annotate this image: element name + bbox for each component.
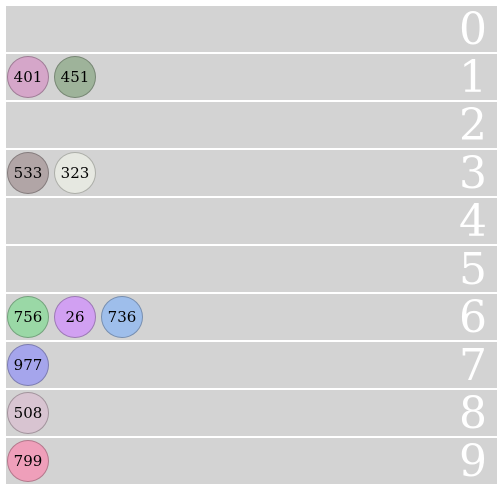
ball-container: 508 xyxy=(7,392,49,434)
bucket-row-5: 5 xyxy=(6,244,497,295)
bucket-label: 6 xyxy=(459,292,487,343)
bucket-label: 9 xyxy=(459,436,487,487)
number-ball[interactable]: 451 xyxy=(54,56,96,98)
bucket-label: 5 xyxy=(459,244,487,295)
bucket-row-0: 0 xyxy=(6,4,497,55)
bucket-row-1: 401 451 1 xyxy=(6,52,497,103)
bucket-label: 0 xyxy=(459,4,487,55)
ball-container: 977 xyxy=(7,344,49,386)
number-ball[interactable]: 26 xyxy=(54,296,96,338)
bucket-label: 7 xyxy=(459,340,487,391)
number-ball[interactable]: 401 xyxy=(7,56,49,98)
bucket-row-8: 508 8 xyxy=(6,388,497,439)
ball-container: 799 xyxy=(7,440,49,482)
bucket-label: 1 xyxy=(459,52,487,103)
ball-container: 533 323 xyxy=(7,152,96,194)
bucket-label: 2 xyxy=(459,100,487,151)
bucket-row-2: 2 xyxy=(6,100,497,151)
ball-container: 756 26 736 xyxy=(7,296,143,338)
number-ball[interactable]: 533 xyxy=(7,152,49,194)
bucket-row-9: 799 9 xyxy=(6,436,497,487)
bucket-label: 8 xyxy=(459,388,487,439)
bucket-label: 3 xyxy=(459,148,487,199)
bucket-row-6: 756 26 736 6 xyxy=(6,292,497,343)
bucket-board: 0 401 451 1 2 533 323 3 4 5 756 26 736 6 xyxy=(6,6,497,486)
number-ball[interactable]: 508 xyxy=(7,392,49,434)
number-ball[interactable]: 977 xyxy=(7,344,49,386)
number-ball[interactable]: 323 xyxy=(54,152,96,194)
number-ball[interactable]: 736 xyxy=(101,296,143,338)
number-ball[interactable]: 799 xyxy=(7,440,49,482)
bucket-row-3: 533 323 3 xyxy=(6,148,497,199)
bucket-label: 4 xyxy=(459,196,487,247)
ball-container: 401 451 xyxy=(7,56,96,98)
bucket-row-7: 977 7 xyxy=(6,340,497,391)
bucket-row-4: 4 xyxy=(6,196,497,247)
number-ball[interactable]: 756 xyxy=(7,296,49,338)
